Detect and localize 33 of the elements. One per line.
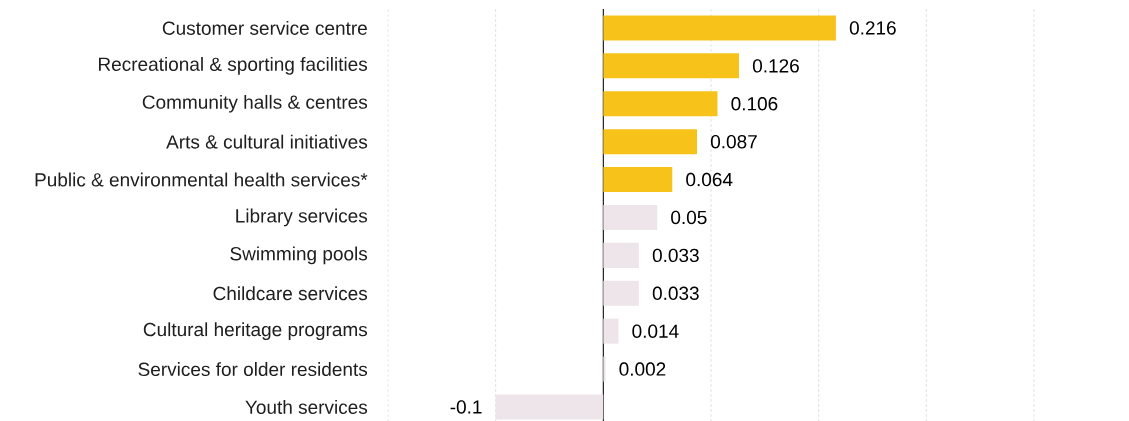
data-label: 0.126	[752, 59, 799, 73]
bar	[603, 167, 673, 193]
data-label: -0.1	[450, 400, 482, 414]
bar	[603, 280, 639, 306]
y-tick-label: Library services	[236, 208, 368, 227]
data-label: 0.087	[710, 134, 757, 149]
y-tick-label: Community halls & centres	[142, 94, 368, 113]
bar	[603, 356, 606, 382]
y-tick-label: Public & environmental health services*	[35, 172, 368, 187]
data-label: 0.033	[652, 286, 699, 300]
bar	[603, 15, 836, 41]
y-tick-label: Services for older residents	[138, 362, 368, 377]
bar	[603, 129, 698, 155]
data-label: 0.002	[619, 362, 666, 376]
data-label: 0.014	[632, 324, 679, 338]
y-tick-label: Childcare services	[213, 286, 368, 301]
y-tick-label: Arts & cultural initiatives	[166, 134, 368, 149]
data-label: 0.05	[671, 210, 707, 225]
bar	[603, 53, 739, 79]
data-label: 0.106	[731, 97, 778, 111]
bar	[603, 318, 619, 344]
data-label: 0.064	[686, 172, 733, 187]
bar	[603, 91, 718, 117]
bar	[603, 242, 639, 268]
data-label: 0.033	[652, 248, 699, 263]
y-tick-label: Cultural heritage programs	[143, 322, 368, 341]
data-label: 0.216	[849, 21, 896, 35]
y-tick-label: Youth services	[245, 400, 368, 414]
y-tick-label: Recreational & sporting facilities	[99, 57, 368, 75]
bar	[603, 204, 658, 230]
y-tick-label: Customer service centre	[162, 20, 367, 35]
y-tick-label: Swimming pools	[230, 246, 368, 265]
bar	[495, 394, 604, 420]
